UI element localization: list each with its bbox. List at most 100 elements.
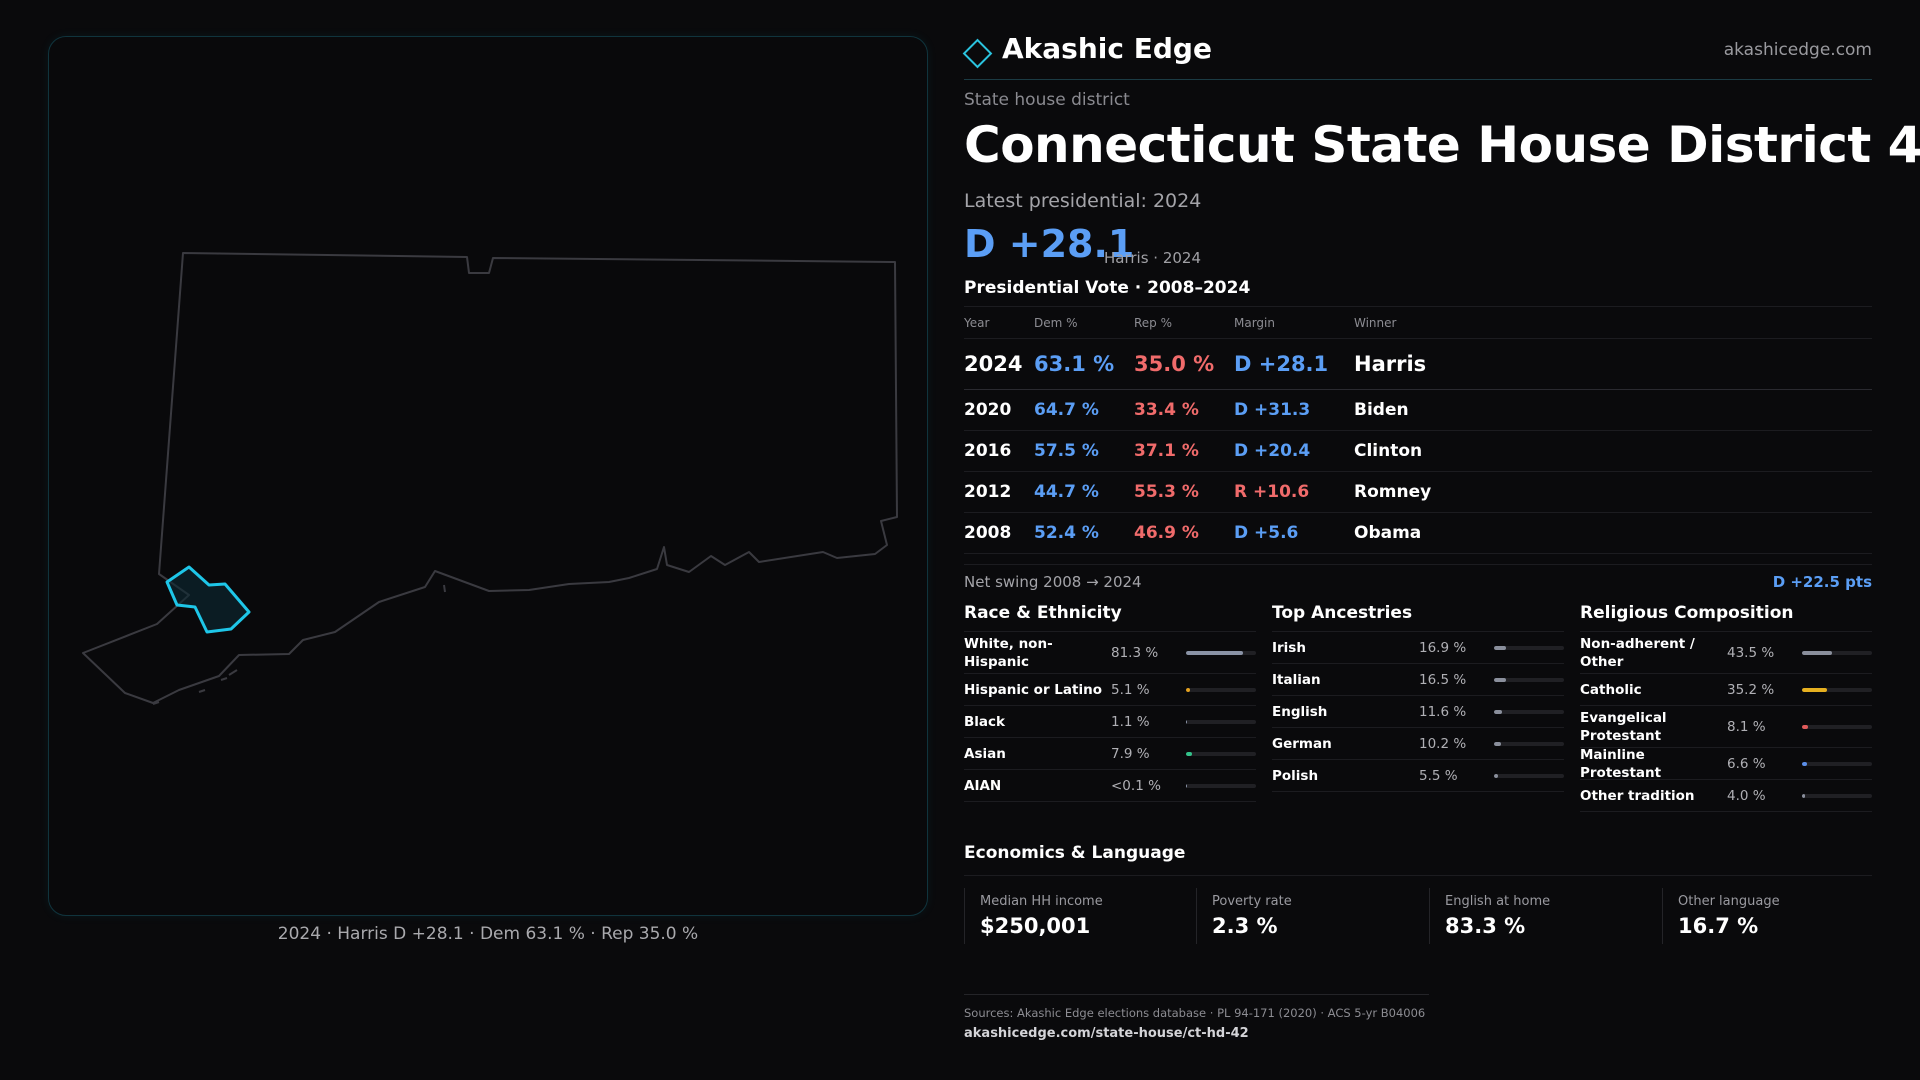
stat-label: Non-adherent / Other	[1580, 635, 1695, 670]
row-rep: 55.3 %	[1134, 482, 1199, 502]
list-item: Non-adherent / Other 43.5 %	[1580, 632, 1872, 674]
row-margin: D +20.4	[1234, 441, 1311, 461]
stat-label: Polish	[1272, 767, 1319, 784]
stat-bar	[1186, 751, 1256, 756]
stat-percent: 5.1 %	[1111, 681, 1150, 698]
district-42-shape[interactable]	[165, 565, 251, 634]
district-map[interactable]	[49, 37, 928, 916]
religion-title: Religious Composition	[1580, 600, 1872, 632]
row-year: 2020	[964, 400, 1012, 420]
stat-bar-fill	[1802, 724, 1808, 729]
stat-bar-fill	[1186, 687, 1190, 692]
header-winner: Winner	[1354, 315, 1397, 330]
stat-bar	[1186, 783, 1256, 788]
stat-label: Hispanic or Latino	[964, 681, 1102, 698]
stat-label: Other tradition	[1580, 787, 1695, 804]
source-url-link[interactable]: akashicedge.com/state-house/ct-hd-42	[964, 1026, 1249, 1041]
econ-value: 16.7 %	[1678, 914, 1759, 938]
row-year: 2012	[964, 482, 1012, 502]
econ-card-poverty: Poverty rate 2.3 %	[1196, 888, 1428, 944]
row-dem: 57.5 %	[1034, 441, 1099, 461]
econ-value: 2.3 %	[1212, 914, 1278, 938]
table-row: 2020 64.7 % 33.4 % D +31.3 Biden	[964, 390, 1872, 431]
brand-name[interactable]: Akashic Edge	[1002, 32, 1212, 65]
vote-table: Year Dem % Rep % Margin Winner 2024 63.1…	[964, 306, 1872, 554]
stat-bar-fill	[1186, 719, 1187, 724]
table-row: 2008 52.4 % 46.9 % D +5.6 Obama	[964, 513, 1872, 554]
district-kicker: State house district	[964, 90, 1130, 110]
stat-bar-fill	[1494, 741, 1502, 746]
list-item: Irish 16.9 %	[1272, 632, 1564, 664]
row-year: 2016	[964, 441, 1012, 461]
stat-label: English	[1272, 703, 1328, 720]
net-swing-value: D +22.5 pts	[1772, 573, 1872, 591]
econ-card-other-language: Other language 16.7 %	[1662, 888, 1894, 944]
stat-label: Evangelical Protestant	[1580, 709, 1667, 744]
list-item: Catholic 35.2 %	[1580, 674, 1872, 706]
row-rep: 35.0 %	[1134, 352, 1215, 376]
economics-cards: Median HH income $250,001 Poverty rate 2…	[964, 888, 1872, 948]
table-row: 2024 63.1 % 35.0 % D +28.1 Harris	[964, 339, 1872, 390]
sources: Sources: Akashic Edge elections database…	[964, 994, 1429, 1041]
stat-bar-fill	[1186, 650, 1243, 655]
stat-bar	[1186, 687, 1256, 692]
stat-bar-fill	[1186, 751, 1192, 756]
stat-bar-fill	[1802, 793, 1805, 798]
econ-label: English at home	[1445, 894, 1551, 909]
economics-title: Economics & Language	[964, 843, 1872, 876]
econ-label: Poverty rate	[1212, 894, 1292, 909]
stat-bar	[1494, 741, 1564, 746]
state-outline	[82, 252, 898, 704]
econ-value: 83.3 %	[1445, 914, 1526, 938]
stat-bar	[1494, 677, 1564, 682]
list-item: AIAN <0.1 %	[964, 770, 1256, 802]
stat-percent: 1.1 %	[1111, 713, 1150, 730]
row-winner: Harris	[1354, 352, 1427, 376]
race-ethnicity-panel: Race & Ethnicity White, non-Hispanic 81.…	[964, 600, 1256, 802]
row-dem: 63.1 %	[1034, 352, 1115, 376]
econ-value: $250,001	[980, 914, 1091, 938]
latest-presidential-label: Latest presidential: 2024	[964, 190, 1202, 212]
vote-table-heading: Presidential Vote · 2008–2024	[964, 278, 1251, 298]
coast-islands	[152, 584, 446, 705]
row-margin: D +28.1	[1234, 352, 1329, 376]
list-item: Italian 16.5 %	[1272, 664, 1564, 696]
row-dem: 44.7 %	[1034, 482, 1099, 502]
stat-bar	[1494, 773, 1564, 778]
list-item: Hispanic or Latino 5.1 %	[964, 674, 1256, 706]
row-rep: 33.4 %	[1134, 400, 1199, 420]
stat-percent: 35.2 %	[1727, 681, 1775, 698]
stat-bar	[1494, 709, 1564, 714]
row-winner: Clinton	[1354, 441, 1423, 461]
row-rep: 37.1 %	[1134, 441, 1199, 461]
page-title: Connecticut State House District 42	[964, 116, 1920, 174]
econ-label: Other language	[1678, 894, 1780, 909]
stat-percent: <0.1 %	[1111, 777, 1161, 794]
stat-bar	[1802, 650, 1872, 655]
row-dem: 52.4 %	[1034, 523, 1099, 543]
row-winner: Obama	[1354, 523, 1422, 543]
header-dem: Dem %	[1034, 315, 1078, 330]
stat-label: Irish	[1272, 639, 1306, 656]
map-panel[interactable]	[48, 36, 928, 916]
list-item: Black 1.1 %	[964, 706, 1256, 738]
row-margin: D +5.6	[1234, 523, 1299, 543]
brand-url[interactable]: akashicedge.com	[1723, 40, 1872, 60]
list-item: Asian 7.9 %	[964, 738, 1256, 770]
stat-bar	[1802, 687, 1872, 692]
stat-percent: 16.5 %	[1419, 671, 1467, 688]
stat-bar	[1186, 650, 1256, 655]
net-swing: Net swing 2008 → 2024 D +22.5 pts	[964, 564, 1872, 596]
stat-percent: 81.3 %	[1111, 644, 1159, 661]
list-item: Polish 5.5 %	[1272, 760, 1564, 792]
header-margin: Margin	[1234, 315, 1275, 330]
row-rep: 46.9 %	[1134, 523, 1199, 543]
stat-percent: 11.6 %	[1419, 703, 1467, 720]
stat-bar	[1186, 719, 1256, 724]
stat-bar	[1802, 724, 1872, 729]
stat-bar-fill	[1494, 645, 1506, 650]
row-margin: D +31.3	[1234, 400, 1311, 420]
brand-header: Akashic Edge akashicedge.com	[962, 30, 1872, 80]
stat-percent: 4.0 %	[1727, 787, 1766, 804]
stat-percent: 6.6 %	[1727, 755, 1766, 772]
